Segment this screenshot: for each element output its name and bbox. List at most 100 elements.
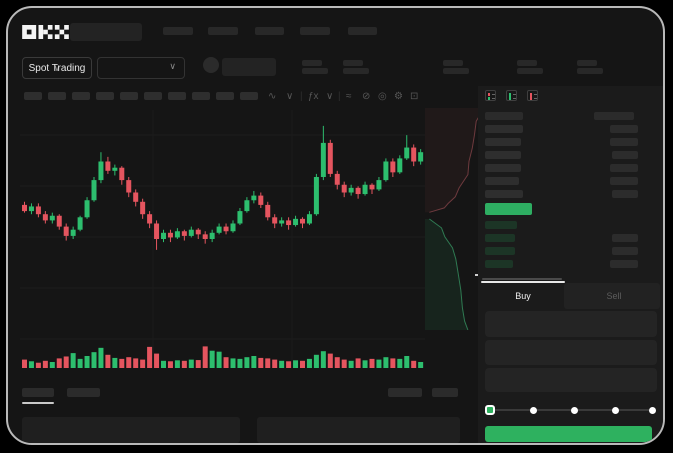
icon-part [534,94,537,95]
chevron-down-icon: ∨ [169,61,176,71]
last-price-bar [485,203,532,215]
market-type-selector[interactable]: Spot Trading ∨ [22,57,92,79]
tab-buy[interactable]: Buy [515,291,531,301]
drawing-tool-placeholder[interactable] [24,92,42,100]
drawing-tool-placeholder[interactable] [216,92,234,100]
bottom-content-panel [22,417,240,443]
bottom-tab[interactable] [22,388,54,397]
ask-amount-placeholder [610,164,638,172]
toolbar-divider: | [338,91,341,102]
stat-value-placeholder [577,68,603,74]
indicator-wave-icon[interactable]: ∿ [268,91,277,102]
buy-submit-button[interactable] [485,426,652,442]
bottom-action-placeholder[interactable] [388,388,422,397]
stat-value-placeholder [517,68,543,74]
pair-selector[interactable]: ∨ [97,57,185,79]
ask-amount-placeholder [610,125,638,133]
drawing-tool-placeholder[interactable] [240,92,258,100]
wave-icon[interactable]: ≈ [346,91,352,102]
stat-value-placeholder [343,68,369,74]
function-icon[interactable]: ƒx [308,91,319,102]
chevron-down-icon: ∨ [53,62,61,73]
slider-handle[interactable] [485,405,495,415]
orderbook-bids-icon[interactable] [506,90,517,101]
stat-value-placeholder [443,68,469,74]
fullscreen-icon[interactable]: ⊡ [410,91,419,102]
orderbook-scrollbar[interactable] [482,278,562,280]
app-window: Spot Trading ∨ ∨ ∿ ∨ | ƒx ∨ | ≈ ⊘ ◎ ⚙ ⊡ Buy Sell [6,6,665,445]
ask-price-placeholder [485,190,523,198]
bid-amount-placeholder [612,234,638,242]
orderbook-panel [478,88,663,283]
active-bottom-tab-underline [22,402,54,404]
ask-price-placeholder [485,138,521,146]
drawing-tool-placeholder[interactable] [120,92,138,100]
stat-label-placeholder [517,60,537,66]
drawing-tool-placeholder[interactable] [144,92,162,100]
nav-item-placeholder[interactable] [208,27,238,35]
drawing-tool-placeholder[interactable] [168,92,186,100]
bid-price-placeholder [485,260,513,268]
icon-part [492,94,495,95]
slider-step-dot[interactable] [530,407,537,414]
bottom-tab[interactable] [67,388,100,397]
stat-label-placeholder [343,60,363,66]
slider-step-dot[interactable] [571,407,578,414]
nav-item-placeholder[interactable] [300,27,330,35]
orderbook-header-price [485,112,523,120]
candlestick-chart[interactable] [20,110,425,368]
icon-part [513,94,516,95]
icon-part [509,93,511,100]
logo-adjacent-placeholder [70,23,142,41]
chevron-down-icon[interactable]: ∨ [286,91,294,102]
okx-logo[interactable] [22,25,69,39]
settings-icon[interactable]: ⚙ [394,91,403,102]
order-input-placeholder[interactable] [485,368,657,392]
drawing-tool-placeholder[interactable] [48,92,66,100]
depth-chart[interactable] [425,108,480,330]
icon-part [530,93,532,100]
pair-name-placeholder [222,58,276,76]
bid-amount-placeholder [610,260,638,268]
trade-panel: Buy Sell [478,281,663,443]
stat-value-placeholder [302,68,328,74]
orderbook-combined-icon[interactable] [485,90,496,101]
stat-label-placeholder [443,60,463,66]
ask-amount-placeholder [610,177,638,185]
eraser-icon[interactable]: ⊘ [362,91,371,102]
nav-item-placeholder[interactable] [163,27,193,35]
tab-sell[interactable]: Sell [606,291,622,301]
icon-part [488,97,490,100]
icon-part [513,98,516,99]
coin-icon [203,57,219,73]
ask-price-placeholder [485,125,523,133]
icon-part [492,98,495,99]
ask-price-placeholder [485,151,521,159]
ask-amount-placeholder [610,138,638,146]
drawing-tool-placeholder[interactable] [72,92,90,100]
market-type-label: Spot Trading [28,62,86,74]
slider-track[interactable] [489,409,649,411]
orderbook-asks-icon[interactable] [527,90,538,101]
bid-price-placeholder [485,221,517,229]
bid-price-placeholder [485,247,515,255]
ask-price-placeholder [485,164,521,172]
bottom-action-placeholder[interactable] [432,388,458,397]
drawing-tool-placeholder[interactable] [96,92,114,100]
stat-label-placeholder [577,60,597,66]
drawing-tool-placeholder[interactable] [192,92,210,100]
bottom-content-panel [257,417,460,443]
camera-icon[interactable]: ◎ [378,91,387,102]
slider-step-dot[interactable] [612,407,619,414]
stat-label-placeholder [302,60,322,66]
order-input-placeholder[interactable] [485,340,657,365]
order-input-placeholder[interactable] [485,311,657,337]
chevron-down-icon[interactable]: ∨ [326,91,334,102]
bid-price-placeholder [485,234,515,242]
sell-tab-background [564,283,660,309]
nav-item-placeholder[interactable] [348,27,377,35]
nav-item-placeholder[interactable] [255,27,284,35]
slider-step-dot[interactable] [649,407,656,414]
icon-part [534,98,537,99]
